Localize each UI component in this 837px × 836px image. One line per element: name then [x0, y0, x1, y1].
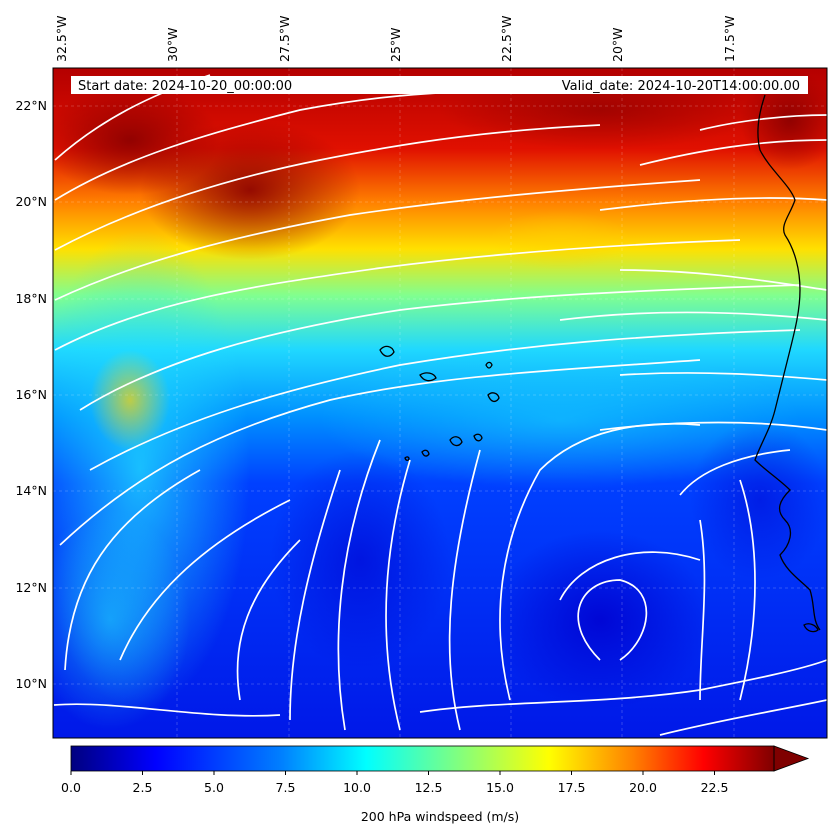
colorbar-tick-label: 17.5 — [558, 780, 586, 795]
start-date: Start date: 2024-10-20_00:00:00 — [78, 79, 292, 94]
map-frame — [52, 67, 828, 739]
valid-date: Valid_date: 2024-10-20T14:00:00.00 — [562, 79, 800, 94]
colorbar-ramp — [71, 746, 774, 771]
colorbar-ticks: 0.0 2.5 5.0 7.5 10.0 12.5 15.0 17.5 20.0 22.5 — [61, 771, 728, 795]
lat-label: 10°N — [15, 676, 47, 691]
lat-label: 14°N — [15, 483, 47, 498]
colorbar-tick-label: 22.5 — [701, 780, 729, 795]
lon-label: 22.5°W — [499, 16, 514, 62]
lat-label: 16°N — [15, 387, 47, 402]
lon-label: 25°W — [388, 27, 403, 62]
longitude-labels: 32.5°W 30°W 27.5°W 25°W 22.5°W 20°W 17.5… — [54, 16, 737, 62]
latitude-labels: 22°N 20°N 18°N 16°N 14°N 12°N 10°N — [15, 98, 47, 691]
lat-label: 12°N — [15, 580, 47, 595]
lon-label: 27.5°W — [277, 16, 292, 62]
lon-label: 32.5°W — [54, 16, 69, 62]
date-banner-background — [71, 76, 808, 94]
colorbar-tick-label: 12.5 — [415, 780, 443, 795]
graticule — [53, 68, 827, 738]
lat-label: 18°N — [15, 291, 47, 306]
colorbar-tick-label: 10.0 — [343, 780, 371, 795]
date-banner: Start date: 2024-10-20_00:00:00 Valid_da… — [71, 76, 808, 94]
colorbar-tick-label: 5.0 — [204, 780, 224, 795]
colorbar-tick-label: 2.5 — [133, 780, 153, 795]
lon-label: 17.5°W — [722, 16, 737, 62]
coastlines — [379, 94, 821, 633]
colorbar-tick-label: 7.5 — [276, 780, 296, 795]
lat-label: 20°N — [15, 194, 47, 209]
lon-label: 30°W — [165, 27, 180, 62]
lon-label: 20°W — [610, 27, 625, 62]
colorbar-tick-label: 0.0 — [61, 780, 81, 795]
colorbar-label: 200 hPa windspeed (m/s) — [361, 809, 519, 824]
windspeed-field — [53, 68, 827, 738]
colorbar-extend-arrow — [773, 745, 810, 772]
colorbar-tick-label: 15.0 — [486, 780, 514, 795]
colorbar-frame — [70, 745, 775, 772]
colorbar: 0.0 2.5 5.0 7.5 10.0 12.5 15.0 17.5 20.0 22.5 200… — [61, 745, 810, 824]
colorbar-tick-label: 20.0 — [629, 780, 657, 795]
lat-label: 22°N — [15, 98, 47, 113]
